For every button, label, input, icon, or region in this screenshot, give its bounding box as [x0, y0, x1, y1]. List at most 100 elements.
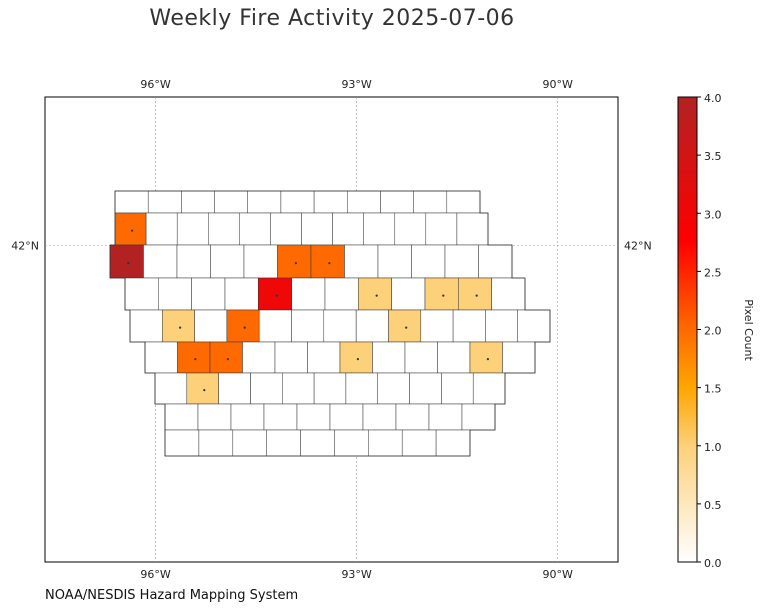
county-cell: [391, 277, 426, 311]
county-cell: [164, 403, 199, 431]
county-webster: [310, 244, 345, 279]
county-cell: [478, 244, 513, 279]
county-cell: [409, 372, 442, 405]
county-cell: [291, 277, 326, 311]
county-cell: [485, 309, 518, 343]
county-cell: [437, 341, 471, 374]
county-cell: [198, 429, 234, 457]
colorbar-tick-label: 1.0: [704, 441, 722, 454]
county-cell: [124, 277, 159, 311]
colorbar-tick-label: 0.5: [704, 499, 722, 512]
fire-detection-dot: [127, 262, 130, 265]
county-cell: [307, 341, 341, 374]
state-outline: [109, 190, 551, 457]
county-cell: [224, 277, 259, 311]
county-cell: [114, 190, 149, 214]
county-cell: [129, 309, 163, 343]
county-cell: [282, 372, 315, 405]
county-cell: [435, 429, 471, 457]
colorbar: [677, 96, 698, 563]
colorbar-label: Pixel Count: [742, 299, 755, 361]
lon-tick-bottom: 93°W: [341, 568, 371, 581]
county-cell: [394, 212, 427, 246]
county-cell: [296, 403, 331, 431]
colorbar-tick-label: 2.5: [704, 266, 722, 279]
county-cell: [232, 429, 267, 457]
lon-tick-bottom: 96°W: [140, 568, 170, 581]
county-cell: [280, 190, 315, 214]
fire-detection-dot: [226, 358, 229, 361]
fire-detection-dot: [405, 326, 408, 329]
county-montgomery: [186, 372, 219, 405]
colorbar-tick-label: 4.0: [704, 92, 722, 105]
county-cell: [230, 403, 265, 431]
county-cell: [181, 190, 215, 214]
county-cell: [404, 341, 438, 374]
county-pottawattamie: [177, 341, 211, 374]
fire-detection-dot: [203, 389, 206, 392]
county-cell: [197, 403, 232, 431]
lon-tick-bottom: 90°W: [542, 568, 572, 581]
county-cell: [411, 244, 446, 279]
county-cell: [324, 277, 359, 311]
county-cell: [176, 212, 209, 246]
county-cell: [461, 403, 496, 431]
fire-detection-dot: [375, 294, 378, 297]
county-cell: [441, 372, 474, 405]
county-cell: [517, 309, 551, 343]
fire-detection-dot: [486, 358, 489, 361]
county-cell: [329, 403, 364, 431]
county-cell: [395, 403, 430, 431]
county-black-hawk: [458, 277, 492, 311]
county-cell: [428, 403, 463, 431]
county-cell: [452, 309, 486, 343]
county-cell: [332, 212, 364, 246]
county-cell: [472, 372, 506, 405]
county-layer: [109, 190, 551, 457]
county-jasper: [469, 341, 503, 374]
county-cell: [456, 212, 489, 246]
lat-tick-left: 42°N: [11, 239, 39, 252]
county-cell: [362, 403, 397, 431]
county-cell: [345, 372, 378, 405]
county-cell: [300, 429, 335, 457]
county-cell: [368, 429, 403, 457]
county-cell: [147, 190, 182, 214]
county-cell: [266, 429, 301, 457]
county-dallas: [339, 341, 373, 374]
county-cell: [194, 309, 228, 343]
fire-detection-dot: [328, 262, 331, 265]
county-cell: [425, 212, 458, 246]
lon-tick-top: 96°W: [140, 78, 170, 91]
county-cell: [144, 341, 178, 374]
county-story: [388, 309, 422, 343]
map-title: Weekly Fire Activity 2025-07-06: [149, 6, 515, 31]
colorbar-tick-label: 3.5: [704, 150, 722, 163]
county-cell: [258, 309, 292, 343]
county-cell: [176, 244, 211, 279]
county-cell: [355, 309, 389, 343]
county-cell: [377, 372, 410, 405]
county-calhoun: [277, 244, 312, 279]
county-cell: [313, 372, 347, 405]
county-cell: [263, 403, 298, 431]
county-cell: [347, 190, 381, 214]
county-monona: [114, 212, 147, 246]
county-cell: [413, 190, 448, 214]
colorbar-ticks: 0.0 0.5 1.0 1.5 2.0 2.5 3.0 3.5 4.0: [697, 92, 722, 570]
fire-detection-dot: [275, 294, 278, 297]
county-cell: [444, 244, 479, 279]
county-cell: [274, 341, 308, 374]
county-cell: [313, 190, 348, 214]
source-credit: NOAA/NESDIS Hazard Mapping System: [45, 588, 299, 603]
county-cell: [243, 244, 278, 279]
fire-detection-dot: [356, 358, 359, 361]
county-cell: [247, 190, 282, 214]
lat-tick-right: 42°N: [624, 239, 652, 252]
county-cell: [218, 372, 251, 405]
colorbar-tick-label: 2.0: [704, 325, 722, 338]
county-cell: [210, 244, 245, 279]
county-cell: [239, 212, 271, 246]
county-cell: [291, 309, 325, 343]
